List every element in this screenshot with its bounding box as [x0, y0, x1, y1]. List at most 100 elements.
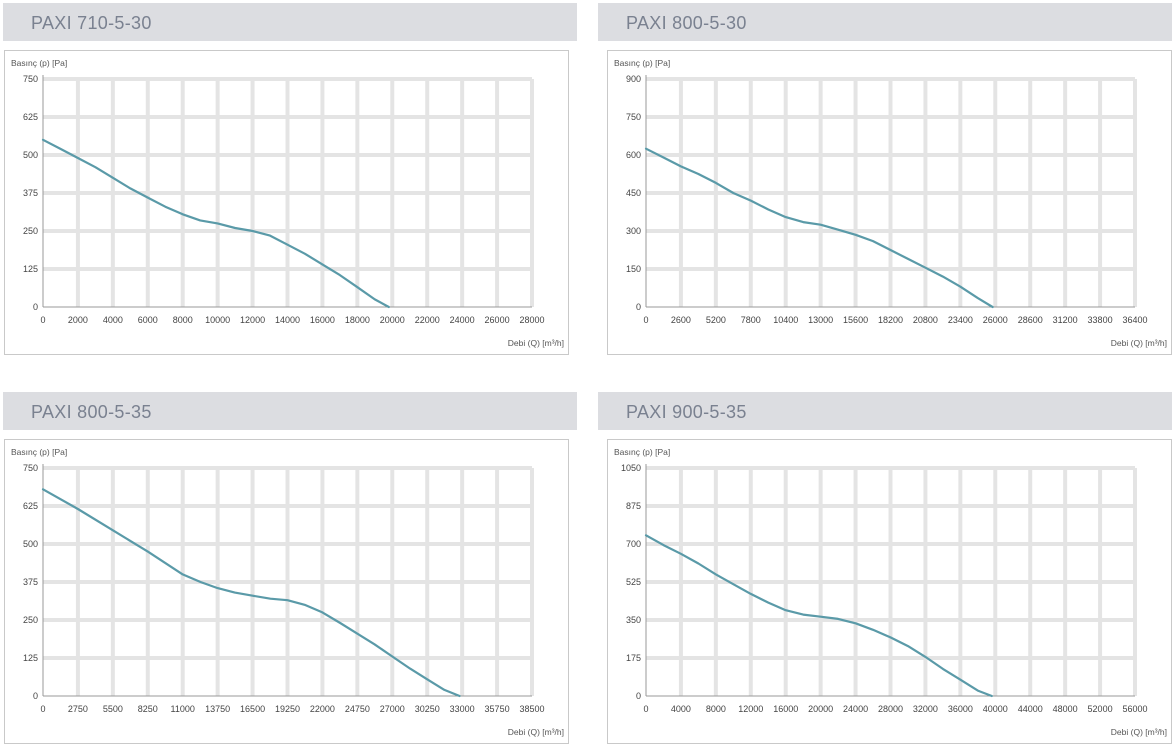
x-tick-label: 52000	[1088, 704, 1113, 714]
panel-title: PAXI 800-5-35	[31, 402, 152, 422]
x-tick-label: 20000	[380, 315, 405, 325]
y-tick-label: 600	[626, 150, 641, 160]
x-tick-label: 19250	[275, 704, 300, 714]
y-tick-label: 175	[626, 653, 641, 663]
x-tick-label: 16000	[310, 315, 335, 325]
x-axis-label: Debi (Q) [m³/h]	[507, 727, 564, 737]
y-tick-label: 300	[626, 226, 641, 236]
y-tick-label: 875	[626, 501, 641, 511]
panel-header: PAXI 900-5-35	[598, 392, 1172, 430]
y-tick-label: 750	[626, 112, 641, 122]
panel-title: PAXI 800-5-30	[626, 13, 747, 33]
x-tick-label: 36400	[1122, 315, 1147, 325]
line-chart: 0 4000 8000 12000 16000 20000 24000 28000 32000 3…	[621, 463, 1148, 714]
x-tick-label: 35750	[485, 704, 510, 714]
y-axis-label: Basınç (p) [Pa]	[614, 58, 671, 68]
x-tick-label: 2600	[671, 315, 691, 325]
x-tick-label: 20000	[808, 704, 833, 714]
y-axis-label: Basınç (p) [Pa]	[11, 447, 68, 457]
y-tick-label: 375	[23, 577, 38, 587]
x-tick-label: 0	[40, 315, 45, 325]
chart-area: Basınç (p) [Pa] Debi (Q) [m³/h] 0 2600 520…	[607, 50, 1172, 355]
x-tick-label: 24000	[843, 704, 868, 714]
x-axis-label: Debi (Q) [m³/h]	[507, 338, 564, 348]
x-tick-label: 4000	[103, 315, 123, 325]
panel-header: PAXI 710-5-30	[3, 3, 577, 41]
y-tick-label: 700	[626, 539, 641, 549]
x-tick-label: 56000	[1122, 704, 1147, 714]
x-tick-label: 10400	[773, 315, 798, 325]
y-tick-label: 0	[33, 691, 38, 701]
x-tick-label: 24000	[450, 315, 475, 325]
x-tick-label: 15600	[843, 315, 868, 325]
line-chart: 0 2600 5200 7800 10400 13000 15600 18200 20800 23…	[626, 74, 1148, 325]
x-tick-label: 5500	[103, 704, 123, 714]
x-tick-label: 24750	[345, 704, 370, 714]
y-tick-label: 150	[626, 264, 641, 274]
y-tick-label: 125	[23, 653, 38, 663]
y-tick-label: 625	[23, 501, 38, 511]
panel-header: PAXI 800-5-35	[3, 392, 577, 430]
panel-title: PAXI 900-5-35	[626, 402, 747, 422]
y-axis-label: Basınç (p) [Pa]	[614, 447, 671, 457]
x-tick-label: 26000	[983, 315, 1008, 325]
fan-curve-line	[644, 534, 993, 698]
x-tick-label: 10000	[205, 315, 230, 325]
x-tick-label: 6000	[138, 315, 158, 325]
y-tick-label: 500	[23, 150, 38, 160]
x-tick-label: 20800	[913, 315, 938, 325]
x-tick-label: 48000	[1053, 704, 1078, 714]
fan-curve-line	[41, 488, 461, 698]
y-tick-label: 375	[23, 188, 38, 198]
x-tick-label: 16000	[773, 704, 798, 714]
x-tick-label: 28000	[519, 315, 544, 325]
x-tick-label: 12000	[738, 704, 763, 714]
fan-curve-line	[644, 147, 994, 309]
x-tick-label: 2750	[68, 704, 88, 714]
x-tick-label: 27000	[380, 704, 405, 714]
y-tick-label: 500	[23, 539, 38, 549]
x-tick-label: 8250	[138, 704, 158, 714]
x-tick-label: 0	[643, 704, 648, 714]
x-tick-label: 30250	[415, 704, 440, 714]
x-axis-label: Debi (Q) [m³/h]	[1110, 338, 1167, 348]
x-tick-label: 14000	[275, 315, 300, 325]
y-axis-label: Basınç (p) [Pa]	[11, 58, 68, 68]
y-tick-label: 450	[626, 188, 641, 198]
x-tick-label: 44000	[1018, 704, 1043, 714]
chart-area: Basınç (p) [Pa] Debi (Q) [m³/h] 0 2000 400…	[4, 50, 569, 355]
x-tick-label: 22000	[310, 704, 335, 714]
x-tick-label: 7800	[741, 315, 761, 325]
x-tick-label: 38500	[519, 704, 544, 714]
x-tick-label: 36000	[948, 704, 973, 714]
y-tick-label: 750	[23, 463, 38, 473]
x-axis-label: Debi (Q) [m³/h]	[1110, 727, 1167, 737]
x-tick-label: 22000	[415, 315, 440, 325]
x-tick-label: 40000	[983, 704, 1008, 714]
y-tick-label: 625	[23, 112, 38, 122]
x-tick-label: 8000	[706, 704, 726, 714]
x-tick-label: 33800	[1088, 315, 1113, 325]
x-tick-label: 23400	[948, 315, 973, 325]
y-tick-label: 250	[23, 226, 38, 236]
panel-header: PAXI 800-5-30	[598, 3, 1172, 41]
y-tick-label: 350	[626, 615, 641, 625]
y-tick-label: 125	[23, 264, 38, 274]
x-tick-label: 0	[40, 704, 45, 714]
line-chart: 0 2750 5500 8250 11000 13750 16500 19250 22000 24…	[23, 463, 545, 714]
x-tick-label: 13000	[808, 315, 833, 325]
chart-area: Basınç (p) [Pa] Debi (Q) [m³/h] 0 2750 550…	[4, 439, 569, 744]
x-tick-label: 4000	[671, 704, 691, 714]
line-chart: 0 2000 4000 6000 8000 10000 12000 14000 16000 180…	[23, 74, 545, 325]
x-tick-label: 28000	[878, 704, 903, 714]
y-tick-label: 750	[23, 74, 38, 84]
x-tick-label: 18200	[878, 315, 903, 325]
x-tick-label: 13750	[205, 704, 230, 714]
y-tick-label: 0	[33, 302, 38, 312]
x-tick-label: 31200	[1053, 315, 1078, 325]
y-tick-label: 900	[626, 74, 641, 84]
y-tick-label: 1050	[621, 463, 641, 473]
x-tick-label: 16500	[240, 704, 265, 714]
y-tick-label: 0	[636, 302, 641, 312]
x-tick-label: 0	[643, 315, 648, 325]
